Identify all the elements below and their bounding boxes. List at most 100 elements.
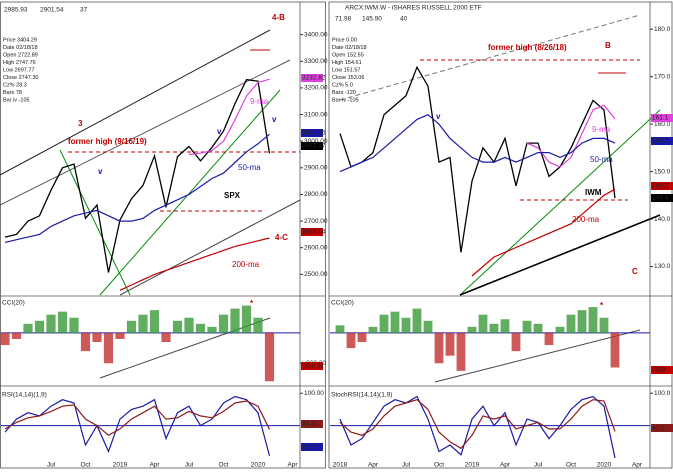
value-badge-label: 144.4: [652, 195, 669, 202]
header-text: 145.90: [362, 16, 382, 23]
x-tick-label: 2020: [597, 462, 612, 469]
series-line: [339, 395, 616, 459]
series-line: [188, 78, 270, 156]
info-line: Price 0.00: [332, 37, 357, 43]
header-text: ARCX:IWM.W - iSHARES RUSSELL 2000 ETF: [345, 5, 482, 12]
info-line: High 2747.76: [3, 60, 36, 66]
y-tick-label: 3400.00: [304, 31, 328, 38]
series-label: 50-ma: [238, 163, 261, 172]
value-badge: [301, 443, 323, 451]
trend-lines: [0, 14, 661, 383]
y-tick-label: 3200.00: [304, 85, 328, 92]
value-badge-label: 44.32: [302, 421, 319, 428]
cci-bar: [46, 314, 56, 333]
cci-bar: [126, 320, 137, 333]
y-tick-label: 100.00: [304, 390, 324, 397]
x-tick-label: Apr: [500, 462, 511, 469]
annotation: 3: [78, 119, 83, 128]
cci-bar: [218, 314, 229, 333]
info-line: Bar iv -105: [3, 97, 30, 103]
panel-title: CCI(20): [331, 300, 354, 307]
cci-bar: [412, 308, 422, 333]
y-tick-label: 3000.00: [304, 138, 328, 145]
y-tick-label: 160.0: [654, 121, 671, 128]
cci-bar: [467, 326, 477, 333]
value-badge-label: 2972.37: [302, 143, 326, 150]
cci-bar: [478, 314, 488, 333]
info-line: Bar iv -105: [332, 97, 359, 103]
cci-bar: [34, 320, 45, 333]
y-tick-label: 150.0: [654, 168, 671, 175]
panel-title: CCI(20): [2, 300, 25, 307]
cci-bar: [184, 317, 194, 333]
value-badge-label: -228: [652, 367, 665, 374]
series-line: [4, 133, 270, 243]
series-label: IWM: [585, 188, 602, 197]
value-badge-label: 3.18: [302, 444, 315, 451]
cci-bar: [0, 332, 10, 346]
cci-bar: [172, 320, 183, 333]
x-tick-label: Oct: [434, 462, 444, 469]
cci-bar: [577, 310, 587, 333]
trend-line: [59, 149, 131, 296]
value-badge-label: 156.0: [652, 138, 669, 145]
info-line: Low 151.57: [332, 67, 360, 73]
value-badge: [651, 182, 673, 190]
info-line: Close 153.06: [332, 75, 364, 81]
annotation: v: [272, 115, 277, 124]
cci-bar: [115, 332, 125, 339]
trend-line: [459, 214, 661, 296]
series-line: [471, 188, 616, 277]
cci-bar: [335, 325, 345, 333]
y-tick-label: 170.0: [654, 73, 671, 80]
trend-line: [119, 199, 301, 296]
header-text: 40: [400, 16, 408, 23]
value-badge-label: 3232.82: [302, 75, 326, 82]
header-text: 2985.93: [4, 7, 28, 14]
right-frame: [328, 1, 673, 469]
cci-bar: [230, 308, 240, 333]
channel-line: [0, 29, 271, 176]
cci-bar: [80, 332, 91, 352]
cci-bar: [401, 317, 411, 333]
cci-bar: [57, 311, 68, 333]
series-label: 200-ma: [232, 260, 260, 269]
cci-bar: [92, 332, 102, 343]
x-tick-label: 2018: [333, 462, 348, 469]
value-badge: [651, 194, 673, 202]
y-tick-label: 130.0: [654, 263, 671, 270]
annotation: former high (9/16/19): [68, 137, 147, 146]
cci-bar: [69, 317, 79, 333]
value-badge-label: -318.51: [302, 363, 324, 370]
x-tick-label: Oct: [80, 462, 90, 469]
x-tick-label: Jul: [402, 462, 411, 469]
series-line: [4, 395, 271, 457]
panel-title: StochRSI(14,14)(1,9): [331, 392, 392, 399]
x-tick-label: 2019: [113, 462, 128, 469]
x-tick-label: Apr: [287, 462, 298, 469]
x-tick-label: Apr: [149, 462, 160, 469]
cci-bar: [566, 314, 576, 333]
left-frame: [0, 1, 326, 469]
y-tick-label: 180.0: [654, 26, 671, 33]
info-line: Open 152.55: [332, 52, 364, 58]
value-badge-label: 2636.54: [302, 229, 326, 236]
series-line: [339, 399, 616, 450]
x-tick-label: Oct: [566, 462, 576, 469]
cci-bar: [522, 320, 532, 333]
cci-bar: [195, 323, 206, 333]
annotation: *: [600, 301, 604, 310]
cci-bar: [23, 323, 33, 333]
y-tick-label: 2800.00: [304, 191, 328, 198]
cci-bar: [11, 332, 22, 339]
panel-title: RSI(14,14)(1,9): [2, 392, 47, 399]
info-line: Bars 78: [3, 90, 22, 96]
annotation: C: [632, 267, 638, 276]
cci-bar: [253, 317, 263, 333]
y-tick-label: 2600.00: [304, 244, 328, 251]
value-badge: [301, 420, 323, 428]
cci-bar: [161, 332, 171, 343]
series-line: [119, 237, 270, 291]
